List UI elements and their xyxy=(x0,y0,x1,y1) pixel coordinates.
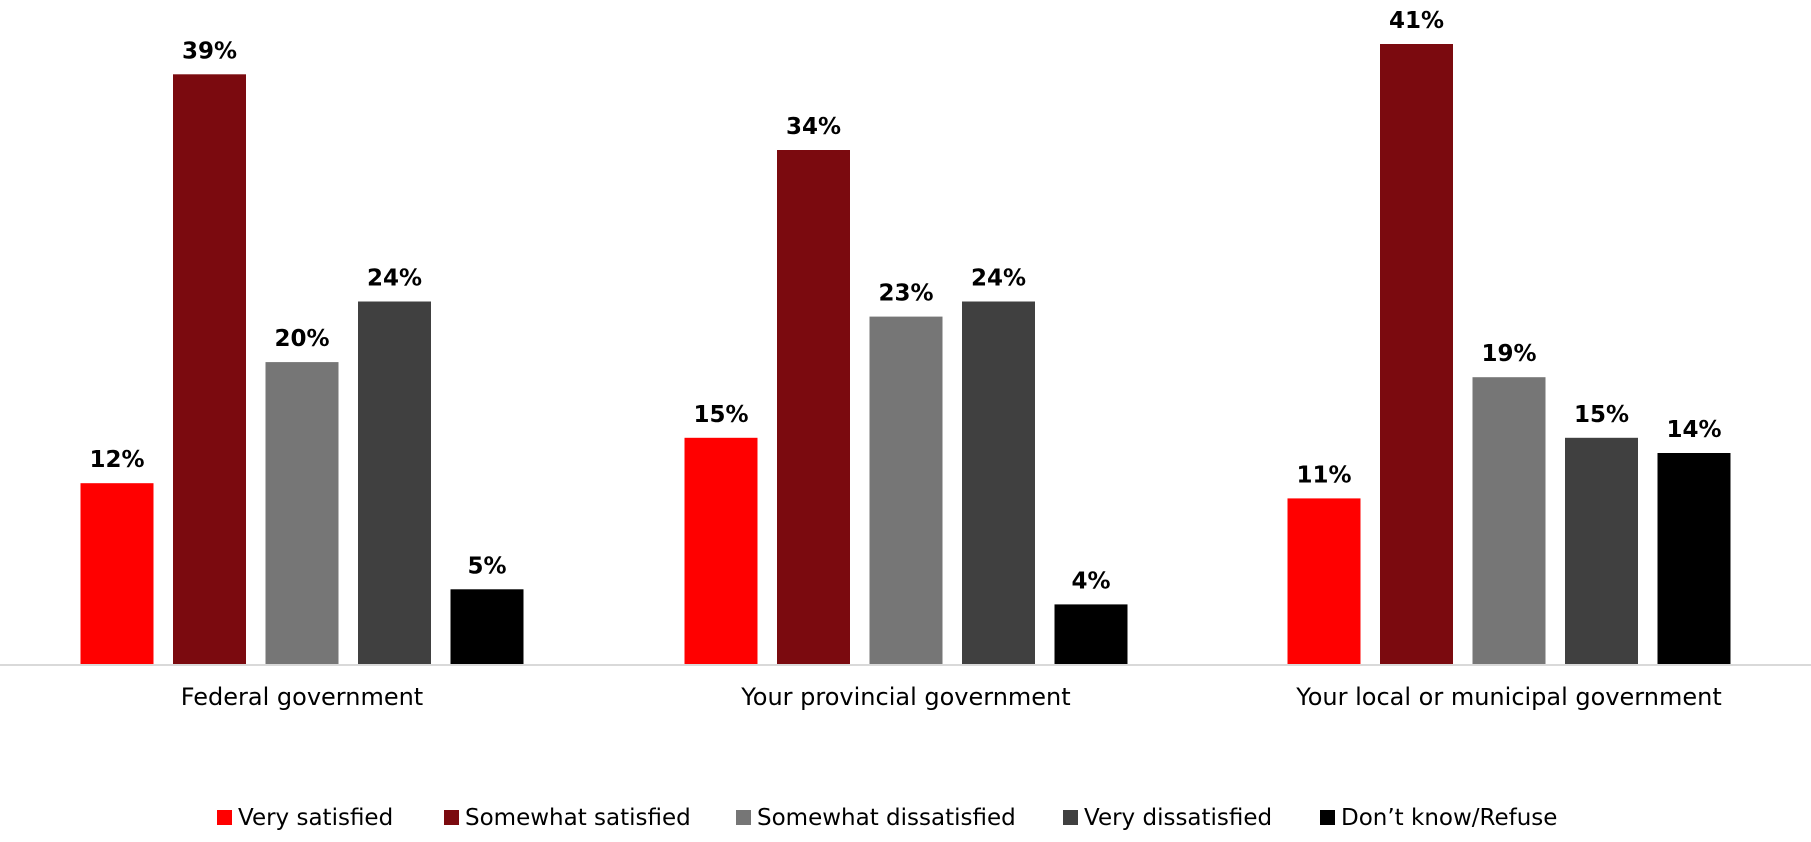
data-label-3-2: 41% xyxy=(1389,8,1444,34)
data-label-3-5: 14% xyxy=(1666,417,1721,443)
data-label-3-3: 19% xyxy=(1481,341,1536,367)
legend-item-3: Somewhat dissatisfied xyxy=(736,805,1016,831)
legend-item-4: Very dissatisfied xyxy=(1063,805,1272,831)
category-labels-layer: Federal government Your provincial govern… xyxy=(181,683,1722,711)
legend-swatch-1 xyxy=(217,810,232,825)
legend-swatch-2 xyxy=(444,810,459,825)
category-label-3: Your local or municipal government xyxy=(1295,683,1721,711)
data-label-2-5: 4% xyxy=(1071,568,1110,594)
data-label-1-1: 12% xyxy=(89,447,144,473)
bar-3-4 xyxy=(1565,437,1638,665)
bar-1-1 xyxy=(80,483,154,665)
data-label-2-4: 24% xyxy=(971,266,1026,292)
category-label-1: Federal government xyxy=(181,683,423,711)
data-label-1-3: 20% xyxy=(274,326,329,352)
bar-2-4 xyxy=(962,301,1035,665)
value-labels-layer: 12% 39% 20% 24% 5% 15% 34% 23% 24% 4% 11% 41% 19% 15%… xyxy=(89,8,1721,594)
bar-2-3 xyxy=(869,316,943,665)
data-label-1-5: 5% xyxy=(467,553,506,579)
bar-1-5 xyxy=(450,589,524,665)
bar-1-3 xyxy=(265,362,339,665)
bar-3-5 xyxy=(1657,453,1731,665)
legend: Very satisfied Somewhat satisfied Somewhat… xyxy=(217,805,1557,831)
legend-label-3: Somewhat dissatisfied xyxy=(757,805,1016,831)
category-label-2: Your provincial government xyxy=(740,683,1070,711)
legend-item-1: Very satisfied xyxy=(217,805,393,831)
bar-2-2 xyxy=(777,150,850,665)
legend-swatch-4 xyxy=(1063,810,1078,825)
bars-layer xyxy=(80,44,1731,666)
bar-2-5 xyxy=(1054,604,1128,665)
legend-item-5: Don’t know/Refuse xyxy=(1320,805,1557,831)
legend-label-5: Don’t know/Refuse xyxy=(1341,805,1557,831)
legend-label-4: Very dissatisfied xyxy=(1084,805,1272,831)
data-label-2-1: 15% xyxy=(693,402,748,428)
legend-swatch-5 xyxy=(1320,810,1335,825)
bar-3-1 xyxy=(1287,498,1361,665)
bar-1-4 xyxy=(358,301,431,665)
data-label-3-4: 15% xyxy=(1574,402,1629,428)
legend-swatch-3 xyxy=(736,810,751,825)
legend-item-2: Somewhat satisfied xyxy=(444,805,691,831)
data-label-3-1: 11% xyxy=(1296,462,1351,488)
data-label-1-2: 39% xyxy=(182,38,237,64)
bar-1-2 xyxy=(173,74,246,666)
data-label-2-2: 34% xyxy=(786,114,841,140)
bar-3-2 xyxy=(1380,44,1453,665)
legend-label-2: Somewhat satisfied xyxy=(465,805,691,831)
data-label-1-4: 24% xyxy=(367,266,422,292)
bar-3-3 xyxy=(1472,377,1546,665)
legend-label-1: Very satisfied xyxy=(238,805,393,831)
bar-2-1 xyxy=(684,437,758,665)
data-label-2-3: 23% xyxy=(878,281,933,307)
